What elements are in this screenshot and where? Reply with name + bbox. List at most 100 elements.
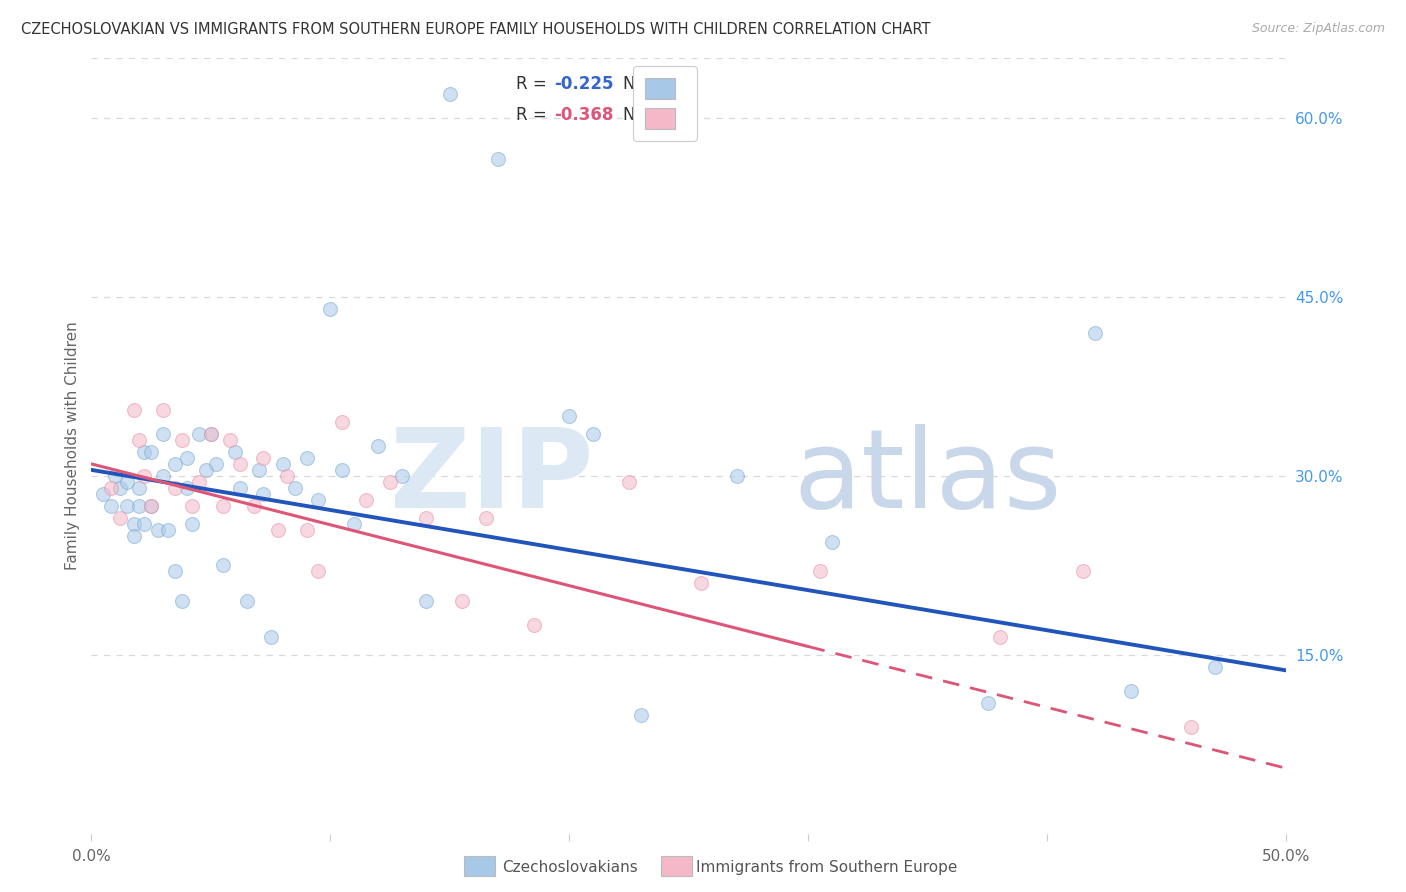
Point: [252, 450, 274, 465]
Text: R =: R =: [516, 106, 551, 124]
Point: [332, 463, 354, 477]
Text: 34: 34: [659, 106, 682, 124]
Point: [132, 516, 155, 531]
Point: [1119, 683, 1142, 698]
Point: [1204, 660, 1226, 674]
Text: Czechoslovakians: Czechoslovakians: [502, 860, 638, 874]
Point: [450, 594, 472, 608]
Point: [689, 576, 711, 591]
Point: [267, 523, 290, 537]
Text: Immigrants from Southern Europe: Immigrants from Southern Europe: [696, 860, 957, 874]
Point: [141, 499, 162, 513]
Text: N =: N =: [623, 106, 659, 124]
Point: [104, 468, 127, 483]
Point: [148, 523, 170, 537]
Point: [276, 468, 298, 483]
Point: [200, 427, 222, 442]
Point: [439, 87, 461, 101]
Point: [152, 427, 174, 442]
Point: [354, 492, 377, 507]
Point: [211, 499, 233, 513]
Point: [100, 481, 122, 495]
Text: ZIP: ZIP: [389, 424, 593, 531]
Text: CZECHOSLOVAKIAN VS IMMIGRANTS FROM SOUTHERN EUROPE FAMILY HOUSEHOLDS WITH CHILDR: CZECHOSLOVAKIAN VS IMMIGRANTS FROM SOUTH…: [21, 22, 931, 37]
Point: [332, 415, 354, 429]
Text: Source: ZipAtlas.com: Source: ZipAtlas.com: [1251, 22, 1385, 36]
Point: [415, 510, 437, 524]
Point: [243, 499, 266, 513]
Point: [295, 523, 318, 537]
Point: [172, 594, 194, 608]
Point: [176, 481, 198, 495]
Point: [415, 594, 437, 608]
Point: [486, 153, 509, 167]
Point: [163, 565, 186, 579]
Point: [630, 707, 652, 722]
Point: [187, 427, 211, 442]
Point: [821, 534, 844, 549]
Point: [108, 481, 131, 495]
Point: [284, 481, 307, 495]
Point: [108, 510, 131, 524]
Point: [1084, 326, 1107, 340]
Point: [152, 403, 174, 417]
Point: [247, 463, 270, 477]
Point: [235, 594, 259, 608]
Point: [172, 433, 194, 447]
Point: [163, 457, 186, 471]
Point: [128, 499, 150, 513]
Point: [141, 499, 162, 513]
Point: [156, 523, 179, 537]
Point: [523, 618, 546, 632]
Point: [810, 565, 832, 579]
Point: [152, 468, 174, 483]
Point: [474, 510, 498, 524]
Point: [219, 433, 242, 447]
Point: [124, 516, 146, 531]
Point: [100, 499, 122, 513]
Legend: , : ,: [633, 66, 697, 141]
Point: [93, 487, 114, 501]
Point: [163, 481, 186, 495]
Point: [378, 475, 402, 489]
Point: [228, 457, 250, 471]
Point: [141, 445, 162, 459]
Point: [132, 445, 155, 459]
Point: [976, 696, 998, 710]
Text: 56: 56: [659, 75, 682, 93]
Text: -0.225: -0.225: [554, 75, 613, 93]
Point: [224, 445, 246, 459]
Point: [132, 468, 155, 483]
Point: [343, 516, 366, 531]
Point: [295, 450, 318, 465]
Point: [558, 409, 581, 424]
Point: [128, 481, 150, 495]
Point: [307, 565, 329, 579]
Point: [115, 475, 138, 489]
Point: [367, 439, 389, 453]
Point: [187, 475, 211, 489]
Point: [211, 558, 233, 573]
Y-axis label: Family Households with Children: Family Households with Children: [65, 322, 80, 570]
Point: [259, 630, 281, 644]
Point: [582, 427, 605, 442]
Point: [204, 457, 226, 471]
Point: [1180, 720, 1202, 734]
Point: [195, 463, 218, 477]
Point: [307, 492, 329, 507]
Point: [319, 301, 342, 316]
Point: [124, 528, 146, 542]
Point: [228, 481, 250, 495]
Point: [128, 433, 150, 447]
Point: [271, 457, 294, 471]
Point: [1071, 565, 1094, 579]
Point: [725, 468, 748, 483]
Point: [200, 427, 222, 442]
Text: N =: N =: [623, 75, 659, 93]
Text: -0.368: -0.368: [554, 106, 613, 124]
Point: [391, 468, 413, 483]
Point: [180, 516, 202, 531]
Point: [176, 450, 198, 465]
Point: [252, 487, 274, 501]
Point: [115, 499, 138, 513]
